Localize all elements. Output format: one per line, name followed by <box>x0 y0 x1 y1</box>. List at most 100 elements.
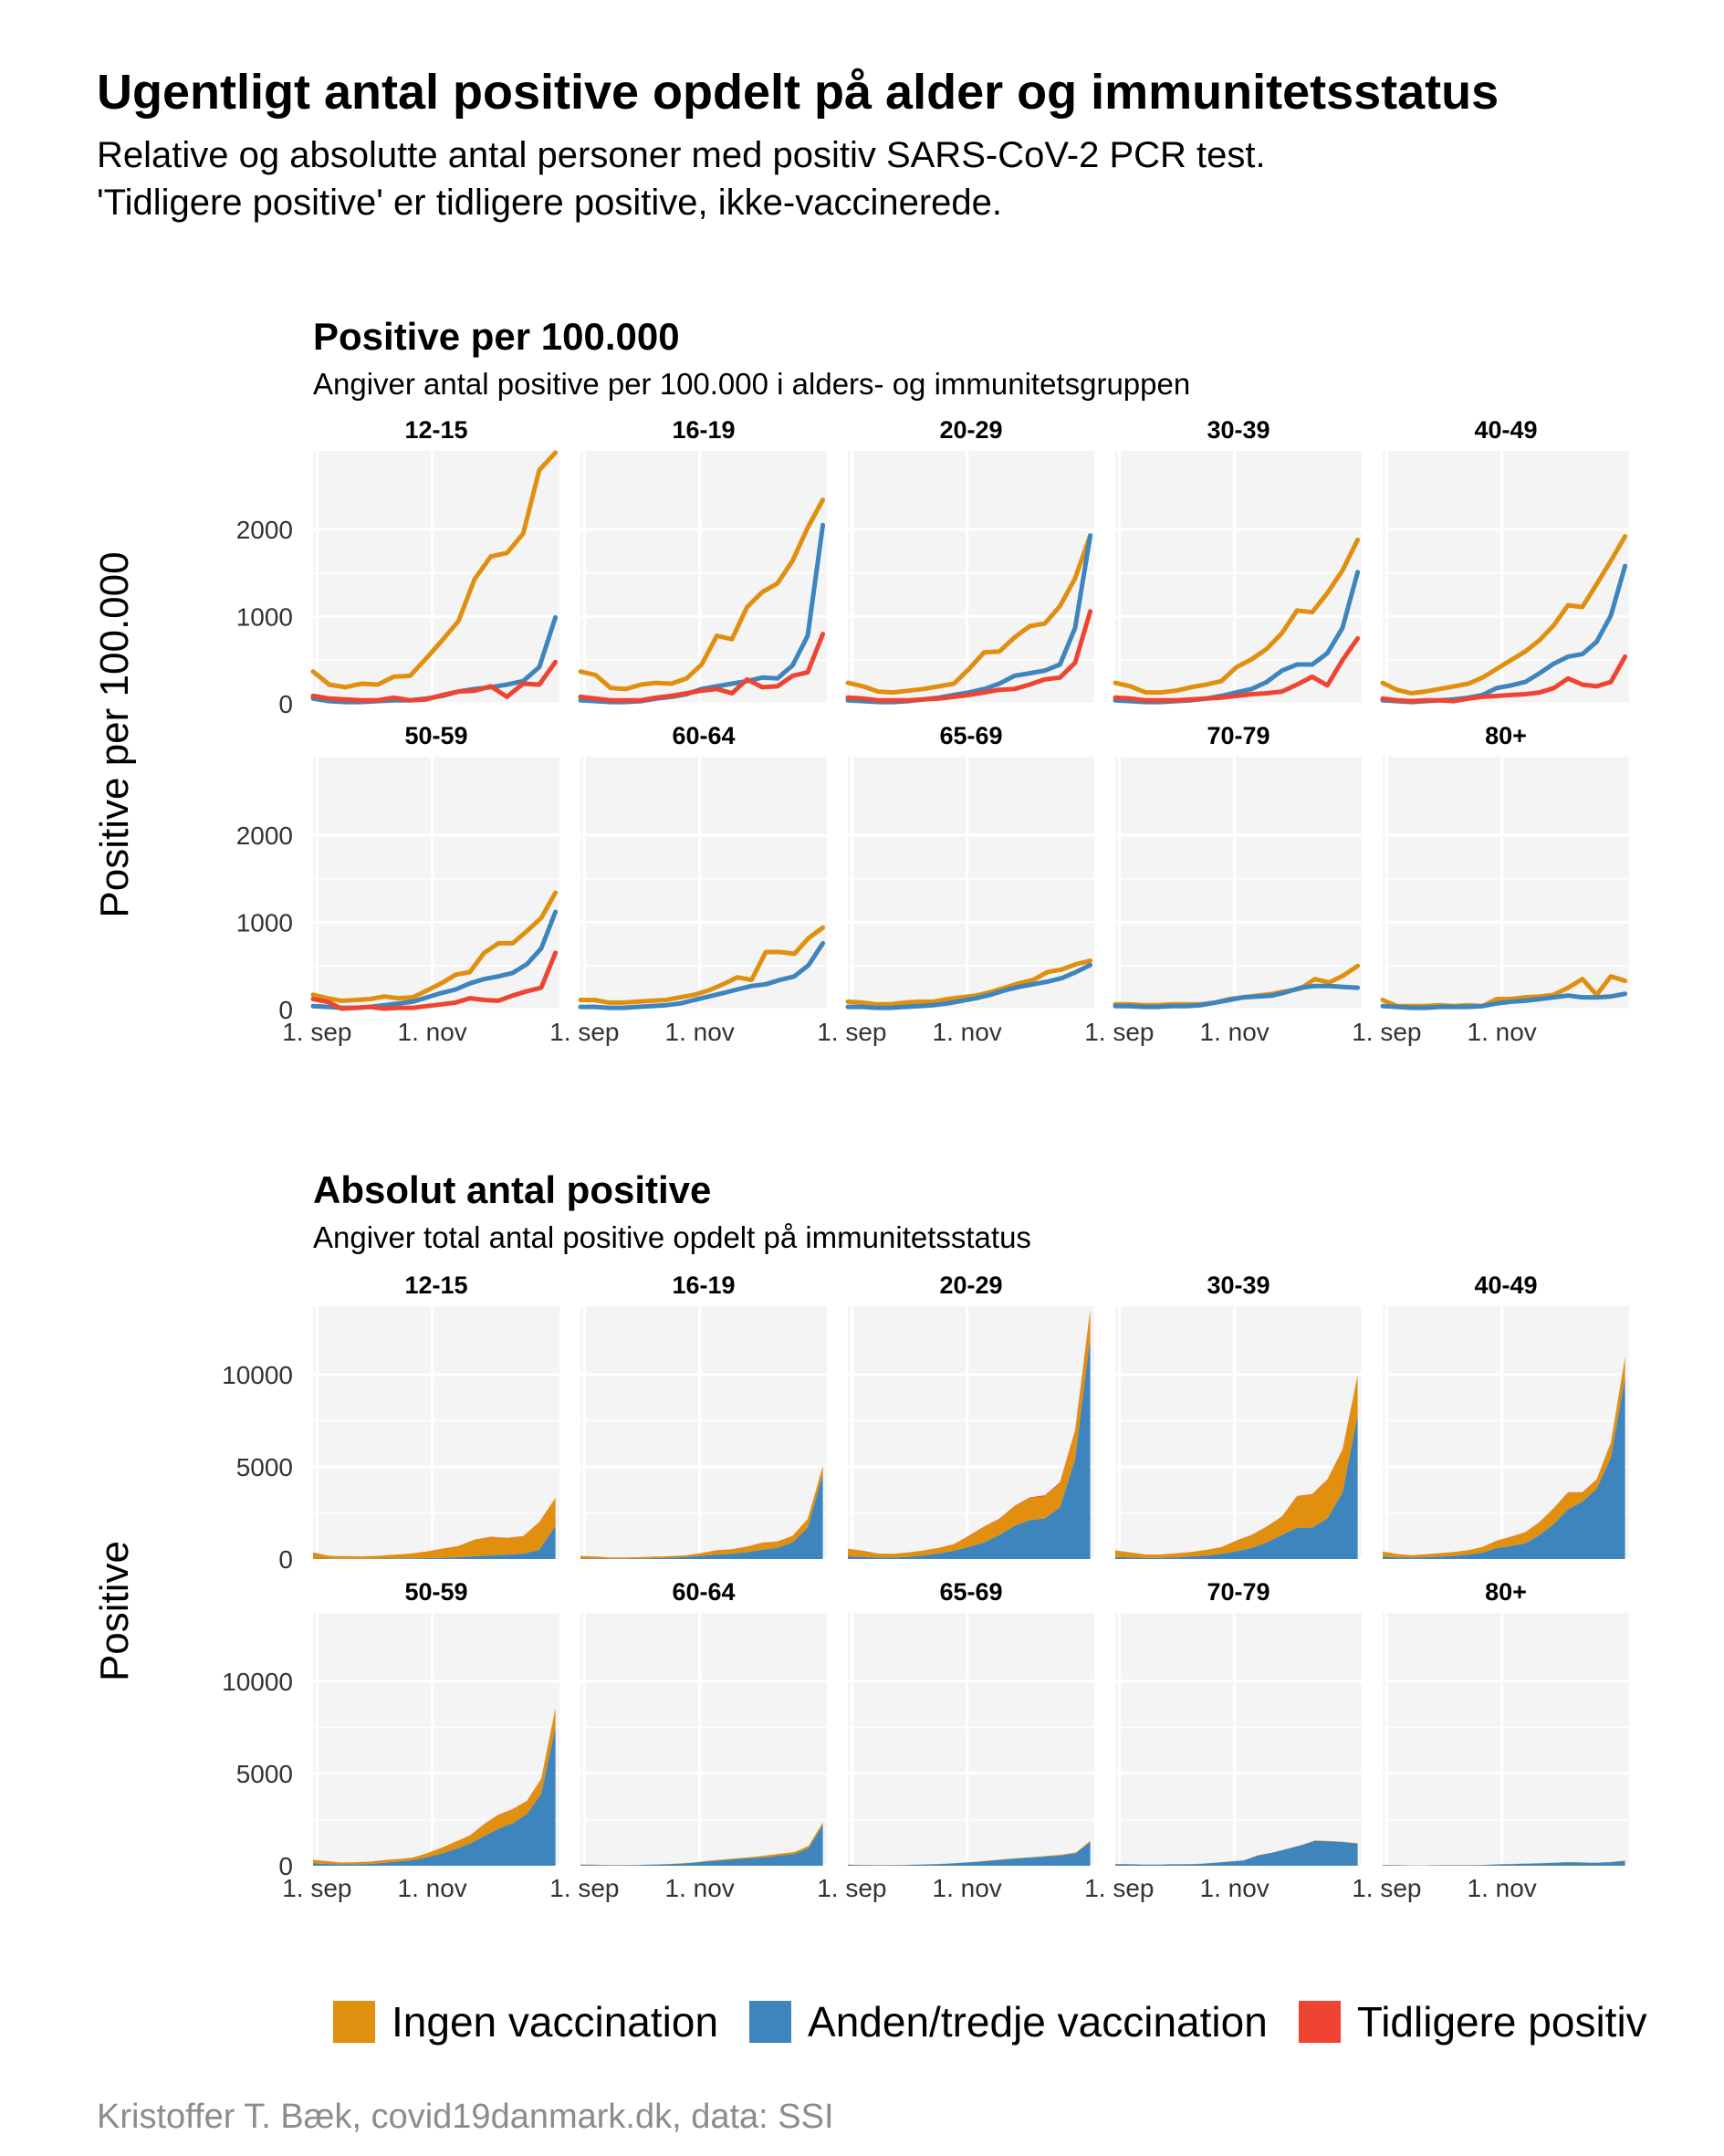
panel-background <box>313 757 559 1010</box>
panel-c1-16-19: 16-19 <box>580 1272 827 1561</box>
panel-c1-50-59: 50-59 0 5000 10000 1. sep 1. nov <box>222 1578 559 1902</box>
series-area-anden <box>313 1727 556 1866</box>
panel-strip-label: 60-64 <box>672 722 735 749</box>
panel-background <box>580 757 827 1010</box>
panel-c1-65-69: 65-69 1. sep 1. nov <box>817 1578 1094 1902</box>
series-line-tidligere <box>310 659 559 703</box>
y-tick-label: 1000 <box>236 602 293 631</box>
panel-strip-label: 20-29 <box>939 1272 1002 1299</box>
rate-section-title: Positive per 100.000 <box>313 315 680 358</box>
series-area-anden <box>848 1841 1091 1866</box>
legend-key-tidligere <box>1298 2001 1341 2043</box>
x-tick-label: 1. nov <box>398 1018 467 1046</box>
x-tick-label: 1. sep <box>549 1874 619 1902</box>
legend-item-tidligere: Tidligere positiv <box>1298 1997 1647 2046</box>
panel-c1-12-15: 12-15 0 5000 10000 <box>222 1272 559 1574</box>
y-tick-label: 0 <box>278 1852 293 1880</box>
panel-strip-label: 12-15 <box>404 416 467 444</box>
x-tick-label: 1. sep <box>282 1874 351 1902</box>
series-line-ingen <box>310 450 559 690</box>
panel-c0-70-79: 70-79 1. sep 1. nov <box>1084 722 1362 1046</box>
y-tick-label: 0 <box>278 1545 293 1574</box>
series-line-ingen <box>578 925 826 1005</box>
x-tick-label: 1. nov <box>1200 1874 1269 1902</box>
panel-c0-60-64: 60-64 1. sep 1. nov <box>549 722 827 1046</box>
panel-strip-label: 12-15 <box>404 1272 467 1299</box>
figure-subtitle-line1: Relative og absolutte antal personer med… <box>97 135 1266 175</box>
panel-background <box>1115 1613 1362 1866</box>
panel-background <box>848 451 1094 704</box>
panel-c1-40-49: 40-49 <box>1383 1272 1629 1561</box>
panel-background <box>313 1306 559 1559</box>
panel-c0-65-69: 65-69 1. sep 1. nov <box>817 722 1094 1046</box>
panel-c1-60-64: 60-64 1. sep 1. nov <box>549 1578 827 1902</box>
panel-background <box>580 1613 827 1866</box>
series-line-anden <box>845 962 1093 1010</box>
panel-strip-label: 70-79 <box>1207 1578 1269 1606</box>
x-tick-label: 1. nov <box>1200 1018 1269 1046</box>
y-tick-label: 10000 <box>222 1668 293 1696</box>
panel-c0-16-19: 16-19 <box>578 416 827 706</box>
series-line-ingen <box>578 497 826 692</box>
panel-background <box>848 1613 1094 1866</box>
panel-strip-label: 65-69 <box>939 722 1002 749</box>
legend: Ingen vaccination Anden/tredje vaccinati… <box>333 1994 1678 2049</box>
series-area-anden <box>1115 1840 1358 1866</box>
panel-c1-70-79: 70-79 1. sep 1. nov <box>1084 1578 1362 1902</box>
rate-section-subtitle: Angiver antal positive per 100.000 i ald… <box>313 367 1191 401</box>
series-line-ingen <box>1113 537 1361 696</box>
series-line-tidligere <box>845 609 1093 703</box>
x-tick-label: 1. sep <box>1084 1874 1154 1902</box>
panel-strip-label: 40-49 <box>1474 416 1537 444</box>
series-area-anden <box>1115 1415 1358 1559</box>
panel-background <box>313 451 559 704</box>
series-area-anden <box>848 1337 1091 1559</box>
panel-c0-20-29: 20-29 <box>845 416 1094 706</box>
series-line-ingen <box>310 890 559 1003</box>
series-line-ingen <box>845 958 1093 1007</box>
y-tick-label: 10000 <box>222 1361 293 1389</box>
x-tick-label: 1. nov <box>665 1874 735 1902</box>
panel-background <box>580 1306 827 1559</box>
legend-label-anden: Anden/tredje vaccination <box>808 1998 1268 2046</box>
x-tick-label: 1. sep <box>549 1018 619 1046</box>
legend-item-ingen: Ingen vaccination <box>333 1997 718 2046</box>
panel-c0-12-15: 12-15 0 1000 2000 <box>236 416 559 718</box>
series-area-ingen <box>1115 1376 1358 1558</box>
series-line-tidligere <box>1113 635 1361 703</box>
count-section-title: Absolut antal positive <box>313 1168 712 1211</box>
series-line-anden <box>1380 991 1628 1010</box>
y-tick-label: 0 <box>278 690 293 718</box>
x-tick-label: 1. sep <box>817 1874 886 1902</box>
panel-strip-label: 30-39 <box>1207 416 1269 444</box>
panel-strip-label: 65-69 <box>939 1578 1002 1606</box>
panel-strip-label: 80+ <box>1485 722 1527 749</box>
series-line-anden <box>578 940 826 1010</box>
x-tick-label: 1. sep <box>282 1018 351 1046</box>
x-tick-label: 1. nov <box>933 1874 1002 1902</box>
x-tick-label: 1. nov <box>665 1018 735 1046</box>
panel-c0-80+: 80+ 1. sep 1. nov <box>1352 722 1629 1046</box>
series-area-anden <box>313 1525 556 1559</box>
legend-item-anden: Anden/tredje vaccination <box>749 1997 1268 2046</box>
panel-background <box>1115 451 1362 704</box>
x-tick-label: 1. sep <box>1352 1018 1421 1046</box>
y-tick-label: 0 <box>278 996 293 1024</box>
panel-strip-label: 70-79 <box>1207 722 1269 749</box>
series-line-ingen <box>845 533 1093 696</box>
panel-background <box>1383 1613 1629 1866</box>
series-area-ingen <box>1383 1357 1625 1558</box>
panel-strip-label: 50-59 <box>404 1578 467 1606</box>
panel-strip-label: 16-19 <box>672 1272 735 1299</box>
series-line-tidligere <box>1380 654 1628 704</box>
x-tick-label: 1. nov <box>1468 1874 1537 1902</box>
x-tick-label: 1. nov <box>398 1874 467 1902</box>
y-tick-label: 5000 <box>236 1760 293 1788</box>
panel-strip-label: 30-39 <box>1207 1272 1269 1299</box>
panel-c1-30-39: 30-39 <box>1115 1272 1362 1561</box>
x-tick-label: 1. nov <box>933 1018 1002 1046</box>
x-tick-label: 1. nov <box>1468 1018 1537 1046</box>
panel-background <box>848 757 1094 1010</box>
x-tick-label: 1. sep <box>817 1018 886 1046</box>
